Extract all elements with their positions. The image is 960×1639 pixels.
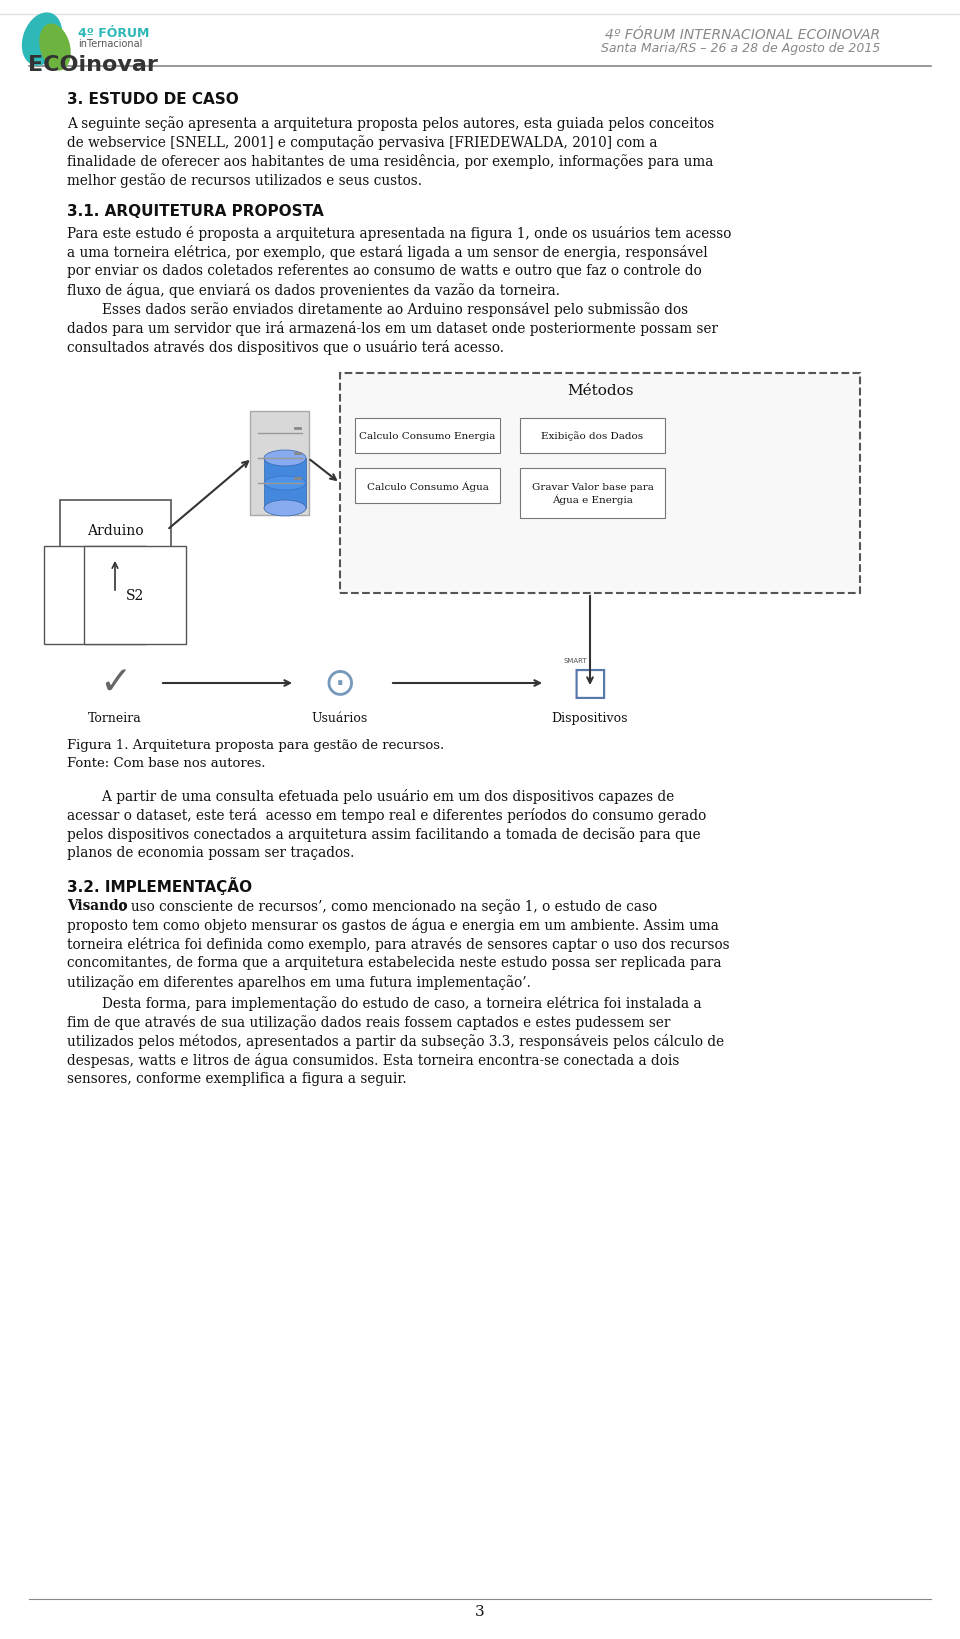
Text: Fonte: Com base nos autores.: Fonte: Com base nos autores.: [67, 757, 266, 770]
Text: A partir de uma consulta efetuada pelo usuário em um dos dispositivos capazes de: A partir de uma consulta efetuada pelo u…: [67, 788, 674, 803]
Text: Santa Maria/RS – 26 a 28 de Agosto de 2015: Santa Maria/RS – 26 a 28 de Agosto de 20…: [601, 43, 880, 56]
Text: consultados através dos dispositivos que o usuário terá acesso.: consultados através dos dispositivos que…: [67, 339, 504, 354]
Ellipse shape: [22, 13, 62, 67]
Text: pelos dispositivos conectados a arquitetura assim facilitando a tomada de decisã: pelos dispositivos conectados a arquitet…: [67, 826, 701, 841]
Text: Dispositivos: Dispositivos: [552, 711, 628, 724]
FancyBboxPatch shape: [250, 411, 309, 516]
Text: utilização em diferentes aparelhos em uma futura implementação’.: utilização em diferentes aparelhos em um…: [67, 975, 531, 990]
Text: fim de que através de sua utilização dados reais fossem captados e estes pudesse: fim de que através de sua utilização dad…: [67, 1015, 670, 1029]
Text: Arduino: Arduino: [86, 524, 143, 538]
Text: Esses dados serão enviados diretamente ao Arduino responsável pelo submissão dos: Esses dados serão enviados diretamente a…: [67, 302, 688, 316]
Text: Calculo Consumo Energia: Calculo Consumo Energia: [359, 431, 495, 441]
Ellipse shape: [39, 25, 71, 72]
Text: despesas, watts e litros de água consumidos. Esta torneira encontra-se conectada: despesas, watts e litros de água consumi…: [67, 1052, 680, 1067]
Text: Torneira: Torneira: [88, 711, 142, 724]
Text: sensores, conforme exemplifica a figura a seguir.: sensores, conforme exemplifica a figura …: [67, 1072, 407, 1085]
Text: concomitantes, de forma que a arquitetura estabelecida neste estudo possa ser re: concomitantes, de forma que a arquitetur…: [67, 956, 722, 969]
Text: fluxo de água, que enviará os dados provenientes da vazão da torneira.: fluxo de água, que enviará os dados prov…: [67, 284, 560, 298]
Text: SMART: SMART: [564, 657, 587, 664]
Text: 3. ESTUDO DE CASO: 3. ESTUDO DE CASO: [67, 92, 239, 107]
Text: planos de economia possam ser traçados.: planos de economia possam ser traçados.: [67, 846, 354, 859]
Text: acessar o dataset, este terá  acesso em tempo real e diferentes períodos do cons: acessar o dataset, este terá acesso em t…: [67, 808, 707, 823]
Text: Usuários: Usuários: [312, 711, 368, 724]
Text: inTernacional: inTernacional: [78, 39, 142, 49]
Text: utilizados pelos métodos, apresentados a partir da subseção 3.3, responsáveis pe: utilizados pelos métodos, apresentados a…: [67, 1033, 724, 1049]
Text: torneira elétrica foi definida como exemplo, para através de sensores captar o u: torneira elétrica foi definida como exem…: [67, 936, 730, 951]
Text: ECOinovar: ECOinovar: [28, 56, 157, 75]
FancyBboxPatch shape: [520, 469, 665, 518]
Text: ✓: ✓: [99, 664, 132, 701]
Text: dados para um servidor que irá armazená-los em um dataset onde posteriormente po: dados para um servidor que irá armazená-…: [67, 321, 718, 336]
Text: Figura 1. Arquitetura proposta para gestão de recursos.: Figura 1. Arquitetura proposta para gest…: [67, 739, 444, 752]
Text: 3: 3: [475, 1605, 485, 1618]
Text: 4º FÓRUM INTERNACIONAL ECOINOVAR: 4º FÓRUM INTERNACIONAL ECOINOVAR: [605, 28, 880, 43]
Text: 3.2. IMPLEMENTAÇÃO: 3.2. IMPLEMENTAÇÃO: [67, 877, 252, 895]
Text: o uso consciente de recursos’, como mencionado na seção 1, o estudo de caso: o uso consciente de recursos’, como menc…: [114, 898, 658, 913]
Text: 4º FÓRUM: 4º FÓRUM: [78, 26, 150, 39]
Text: Para este estudo é proposta a arquitetura apresentada na figura 1, onde os usuár: Para este estudo é proposta a arquitetur…: [67, 226, 732, 241]
Ellipse shape: [264, 451, 306, 467]
FancyBboxPatch shape: [264, 459, 306, 508]
FancyBboxPatch shape: [355, 418, 500, 454]
Ellipse shape: [264, 500, 306, 516]
Text: ⊙: ⊙: [324, 664, 356, 701]
Text: por enviar os dados coletados referentes ao consumo de watts e outro que faz o c: por enviar os dados coletados referentes…: [67, 264, 702, 279]
Text: Visando: Visando: [67, 898, 128, 913]
Text: □: □: [571, 664, 609, 701]
Text: a uma torneira elétrica, por exemplo, que estará ligada a um sensor de energia, : a uma torneira elétrica, por exemplo, qu…: [67, 244, 708, 261]
Text: de webservice [SNELL, 2001] e computação pervasiva [FRIEDEWALDA, 2010] com a: de webservice [SNELL, 2001] e computação…: [67, 134, 658, 149]
Text: Exibição dos Dados: Exibição dos Dados: [541, 431, 643, 441]
Ellipse shape: [264, 477, 306, 490]
Text: Calculo Consumo Água: Calculo Consumo Água: [367, 480, 489, 492]
FancyBboxPatch shape: [340, 374, 860, 593]
Text: Métodos: Métodos: [566, 384, 634, 398]
FancyBboxPatch shape: [60, 500, 171, 562]
Text: 3.1. ARQUITETURA PROPOSTA: 3.1. ARQUITETURA PROPOSTA: [67, 203, 324, 220]
Text: S1: S1: [85, 588, 105, 603]
Text: S2: S2: [126, 588, 144, 603]
Text: proposto tem como objeto mensurar os gastos de água e energia em um ambiente. As: proposto tem como objeto mensurar os gas…: [67, 918, 719, 933]
Text: melhor gestão de recursos utilizados e seus custos.: melhor gestão de recursos utilizados e s…: [67, 172, 422, 188]
Text: Gravar Valor base para
Água e Energia: Gravar Valor base para Água e Energia: [532, 484, 654, 505]
FancyBboxPatch shape: [355, 469, 500, 503]
Text: finalidade de oferecer aos habitantes de uma residência, por exemplo, informaçõe: finalidade de oferecer aos habitantes de…: [67, 154, 713, 169]
FancyBboxPatch shape: [520, 418, 665, 454]
Text: A seguinte seção apresenta a arquitetura proposta pelos autores, esta guiada pel: A seguinte seção apresenta a arquitetura…: [67, 116, 714, 131]
Text: Desta forma, para implementação do estudo de caso, a torneira elétrica foi insta: Desta forma, para implementação do estud…: [67, 995, 702, 1010]
